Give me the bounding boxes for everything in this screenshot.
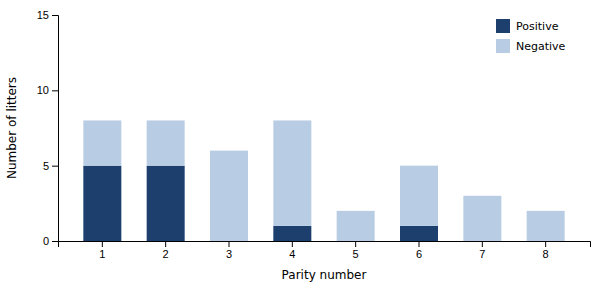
legend-label: Positive xyxy=(516,20,559,33)
y-tick-mark xyxy=(52,241,58,242)
bar xyxy=(527,211,565,241)
x-tick: 8 xyxy=(543,241,549,260)
y-tick-mark xyxy=(52,166,58,167)
bar xyxy=(83,120,121,165)
legend: Positive Negative xyxy=(496,19,566,53)
x-axis-line xyxy=(59,242,591,248)
bar xyxy=(463,196,501,241)
bar xyxy=(147,120,185,165)
y-tick: 15 xyxy=(37,9,58,21)
bar xyxy=(273,226,311,241)
legend-item: Negative xyxy=(496,39,566,53)
y-tick-label: 0 xyxy=(43,235,49,247)
x-tick-mark xyxy=(292,241,293,247)
x-tick-label: 2 xyxy=(163,248,169,260)
x-tick: 6 xyxy=(416,241,422,260)
x-tick-mark xyxy=(355,241,356,247)
y-tick-label: 15 xyxy=(37,9,49,21)
x-tick: 1 xyxy=(99,241,105,260)
legend-label: Negative xyxy=(516,40,566,53)
x-tick-label: 4 xyxy=(289,248,295,260)
x-tick-mark xyxy=(545,241,546,247)
bar xyxy=(273,120,311,225)
bars xyxy=(83,120,564,241)
x-axis: 1 2 3 4 5 6 7 8 xyxy=(59,241,591,260)
x-tick: 2 xyxy=(163,241,169,260)
y-tick-label: 5 xyxy=(43,160,49,172)
y-tick-mark xyxy=(52,90,58,91)
bar xyxy=(83,166,121,241)
x-tick: 5 xyxy=(353,241,359,260)
y-tick-mark xyxy=(52,15,58,16)
bar xyxy=(400,166,438,226)
x-tick: 3 xyxy=(226,241,232,260)
y-axis-title: Number of litters xyxy=(5,77,19,179)
y-axis-line xyxy=(52,16,59,242)
bar xyxy=(210,151,248,241)
bar xyxy=(400,226,438,241)
legend-item: Positive xyxy=(496,19,559,33)
y-tick: 5 xyxy=(43,160,58,172)
plot: 1 2 3 4 5 6 7 8 0 5 10 15 Positive Negative xyxy=(37,9,591,260)
y-tick: 0 xyxy=(43,235,58,247)
x-tick-label: 8 xyxy=(543,248,549,260)
x-axis-title: Parity number xyxy=(282,268,367,282)
x-tick-mark xyxy=(482,241,483,247)
chart: 1 2 3 4 5 6 7 8 0 5 10 15 Positive Negative Parity num… xyxy=(0,0,610,287)
x-tick-label: 5 xyxy=(353,248,359,260)
x-tick: 7 xyxy=(479,241,485,260)
x-tick: 4 xyxy=(289,241,295,260)
y-tick: 10 xyxy=(37,84,58,96)
x-tick-label: 3 xyxy=(226,248,232,260)
x-tick-mark xyxy=(102,241,103,247)
series xyxy=(83,166,438,241)
x-tick-label: 1 xyxy=(99,248,105,260)
y-tick-label: 10 xyxy=(37,84,49,96)
x-tick-mark xyxy=(165,241,166,247)
bar xyxy=(337,211,375,241)
legend-swatch xyxy=(496,19,510,33)
x-tick-mark xyxy=(229,241,230,247)
bar xyxy=(147,166,185,241)
y-axis: 0 5 10 15 xyxy=(37,9,59,247)
legend-swatch xyxy=(496,39,510,53)
x-tick-label: 7 xyxy=(479,248,485,260)
x-tick-label: 6 xyxy=(416,248,422,260)
x-tick-mark xyxy=(419,241,420,247)
series xyxy=(83,120,564,241)
